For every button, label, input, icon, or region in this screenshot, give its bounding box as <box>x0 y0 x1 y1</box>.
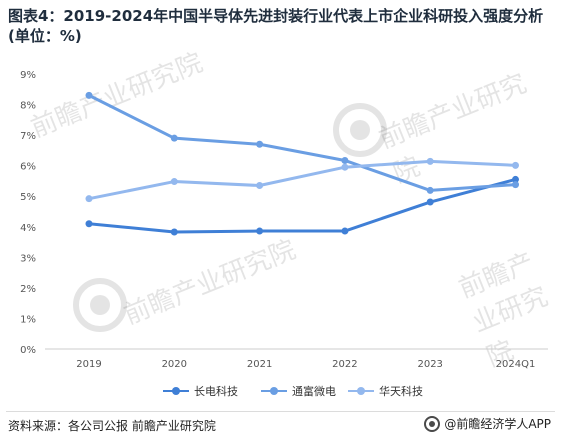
y-tick-label: 5% <box>20 192 36 203</box>
footer-divider <box>6 411 555 412</box>
y-tick-label: 0% <box>20 345 36 356</box>
y-tick-label: 3% <box>20 253 36 264</box>
x-tick-label: 2024Q1 <box>496 359 536 370</box>
data-point <box>256 140 264 148</box>
y-tick-label: 6% <box>20 162 36 173</box>
data-point <box>256 227 264 235</box>
legend-item: 长电科技 <box>163 381 238 401</box>
legend-label: 通富微电 <box>292 385 336 398</box>
x-tick-label: 2019 <box>76 359 101 370</box>
legend-item: 通富微电 <box>261 381 336 401</box>
data-point <box>512 161 519 169</box>
data-point <box>341 163 349 171</box>
y-tick-label: 4% <box>20 223 36 234</box>
y-tick-label: 9% <box>20 70 36 81</box>
data-point <box>85 195 93 203</box>
data-point <box>170 134 178 142</box>
brand-logo-icon <box>424 415 441 432</box>
legend-label: 华天科技 <box>379 385 423 398</box>
source-note: 资料来源：各公司公报 前瞻产业研究院 <box>8 419 216 433</box>
chart-legend: 长电科技 通富微电 华天科技 <box>0 381 561 401</box>
legend-swatch <box>163 387 189 395</box>
y-tick-label: 7% <box>20 131 36 142</box>
data-point <box>170 228 178 236</box>
brand-credit: @前瞻经济学人APP <box>424 415 551 432</box>
data-point <box>341 156 349 164</box>
y-tick-label: 2% <box>20 284 36 295</box>
series-line <box>87 177 517 234</box>
data-point <box>170 178 178 186</box>
data-point <box>426 186 434 194</box>
y-tick-label: 1% <box>20 314 36 325</box>
series-line <box>87 93 517 192</box>
data-point <box>85 91 93 99</box>
legend-marker <box>172 387 180 395</box>
brand-text: @前瞻经济学人APP <box>444 417 551 431</box>
legend-label: 长电科技 <box>194 385 238 398</box>
chart-title: 图表4：2019-2024年中国半导体先进封装行业代表上市企业科研投入强度分析(… <box>8 7 544 45</box>
data-point <box>256 182 264 190</box>
x-tick-label: 2021 <box>247 359 272 370</box>
data-point <box>512 181 519 189</box>
legend-swatch <box>261 387 287 395</box>
data-point <box>426 157 434 165</box>
x-tick-label: 2020 <box>162 359 187 370</box>
legend-item: 华天科技 <box>348 381 423 401</box>
legend-marker <box>357 387 365 395</box>
legend-swatch <box>348 387 374 395</box>
series-line <box>87 159 517 201</box>
data-point <box>341 227 349 235</box>
x-tick-label: 2022 <box>332 359 357 370</box>
data-point <box>426 198 434 206</box>
data-point <box>512 175 519 183</box>
y-tick-label: 8% <box>20 101 36 112</box>
x-tick-label: 2023 <box>417 359 442 370</box>
data-point <box>85 220 93 228</box>
legend-marker <box>270 387 278 395</box>
